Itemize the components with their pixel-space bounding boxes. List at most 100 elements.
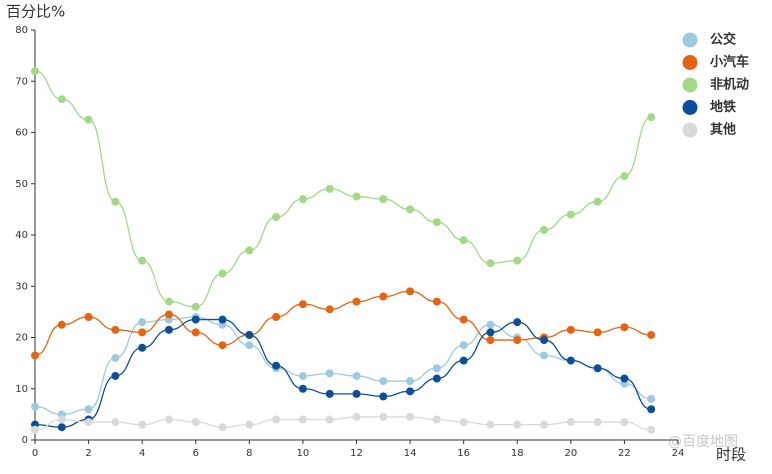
x-tick-label: 10 bbox=[297, 448, 310, 459]
data-point bbox=[138, 256, 147, 265]
data-point bbox=[459, 418, 468, 427]
data-point bbox=[84, 313, 93, 321]
data-point bbox=[191, 302, 200, 311]
y-tick-label: 60 bbox=[15, 128, 28, 139]
data-point bbox=[352, 389, 361, 398]
data-point bbox=[620, 323, 629, 332]
data-point bbox=[379, 392, 388, 401]
data-point bbox=[647, 405, 656, 414]
x-tick-label: 24 bbox=[672, 448, 685, 459]
data-point bbox=[432, 415, 441, 424]
data-point bbox=[593, 418, 602, 427]
data-point bbox=[191, 315, 200, 324]
data-point bbox=[540, 351, 549, 360]
data-point bbox=[31, 402, 39, 411]
data-point bbox=[138, 420, 147, 429]
legend-label: 其他 bbox=[710, 122, 736, 138]
legend-marker bbox=[682, 122, 698, 138]
legend-label: 公交 bbox=[710, 32, 736, 48]
legend-marker bbox=[682, 100, 698, 115]
y-tick-label: 50 bbox=[15, 179, 28, 190]
data-point bbox=[218, 341, 227, 350]
data-point bbox=[540, 225, 549, 234]
data-point bbox=[164, 415, 173, 424]
data-point bbox=[218, 269, 227, 278]
data-point bbox=[111, 325, 120, 334]
data-point bbox=[647, 330, 656, 339]
data-point bbox=[352, 371, 361, 380]
watermark: @百度地图 bbox=[668, 434, 738, 450]
series-line bbox=[34, 70, 652, 308]
data-point bbox=[566, 418, 575, 427]
data-point bbox=[218, 315, 227, 324]
data-point bbox=[352, 412, 361, 421]
x-tick-label: 4 bbox=[139, 448, 145, 459]
data-point bbox=[325, 415, 334, 424]
data-point bbox=[566, 356, 575, 365]
data-point bbox=[138, 328, 147, 337]
y-axis-label: 百分比% bbox=[6, 3, 65, 21]
data-point bbox=[272, 213, 281, 222]
data-point bbox=[245, 341, 254, 350]
data-point bbox=[245, 420, 254, 429]
data-point bbox=[513, 420, 522, 429]
data-point bbox=[459, 315, 468, 324]
data-point bbox=[164, 325, 173, 334]
legend-marker bbox=[682, 55, 698, 70]
data-point bbox=[647, 395, 656, 403]
data-point bbox=[298, 384, 307, 393]
data-point bbox=[620, 172, 629, 181]
data-point bbox=[379, 377, 388, 386]
data-point bbox=[111, 354, 120, 362]
data-point bbox=[406, 377, 415, 386]
data-point bbox=[164, 310, 173, 319]
y-tick-label: 30 bbox=[15, 281, 28, 292]
x-tick-label: 2 bbox=[85, 448, 91, 459]
y-tick-label: 40 bbox=[15, 230, 28, 241]
data-point bbox=[57, 320, 66, 329]
data-point bbox=[57, 415, 66, 424]
data-point bbox=[486, 420, 495, 429]
data-point bbox=[191, 418, 200, 427]
legend-label: 非机动 bbox=[710, 77, 749, 93]
data-point bbox=[325, 184, 334, 193]
data-point bbox=[272, 415, 281, 424]
x-tick-label: 20 bbox=[564, 448, 577, 459]
data-point bbox=[513, 318, 522, 327]
data-point bbox=[432, 364, 441, 373]
x-tick-label: 6 bbox=[193, 448, 199, 459]
data-point bbox=[486, 336, 495, 345]
x-axis-label: 时段 bbox=[716, 446, 746, 464]
data-point bbox=[432, 218, 441, 227]
data-point bbox=[432, 374, 441, 383]
data-point bbox=[379, 195, 388, 204]
data-point bbox=[593, 328, 602, 337]
data-point bbox=[31, 351, 39, 360]
data-point bbox=[57, 423, 66, 432]
data-point bbox=[138, 343, 147, 352]
data-point bbox=[111, 371, 120, 380]
data-point bbox=[218, 423, 227, 432]
data-point bbox=[164, 297, 173, 306]
legend-label: 地铁 bbox=[710, 99, 736, 115]
data-point bbox=[325, 369, 334, 378]
data-point bbox=[486, 320, 495, 329]
data-point bbox=[298, 195, 307, 204]
data-point bbox=[459, 356, 468, 365]
data-point bbox=[566, 325, 575, 334]
data-point bbox=[325, 389, 334, 398]
data-point bbox=[566, 210, 575, 219]
data-point bbox=[272, 361, 281, 370]
data-point bbox=[191, 328, 200, 337]
y-tick-label: 80 bbox=[15, 25, 28, 36]
data-point bbox=[245, 246, 254, 255]
data-point bbox=[459, 341, 468, 350]
data-point bbox=[406, 287, 415, 296]
data-point bbox=[57, 95, 66, 104]
data-point bbox=[379, 412, 388, 421]
y-tick-label: 20 bbox=[15, 333, 28, 344]
data-point bbox=[513, 256, 522, 265]
x-tick-label: 22 bbox=[618, 448, 631, 459]
legend-marker bbox=[682, 32, 698, 48]
